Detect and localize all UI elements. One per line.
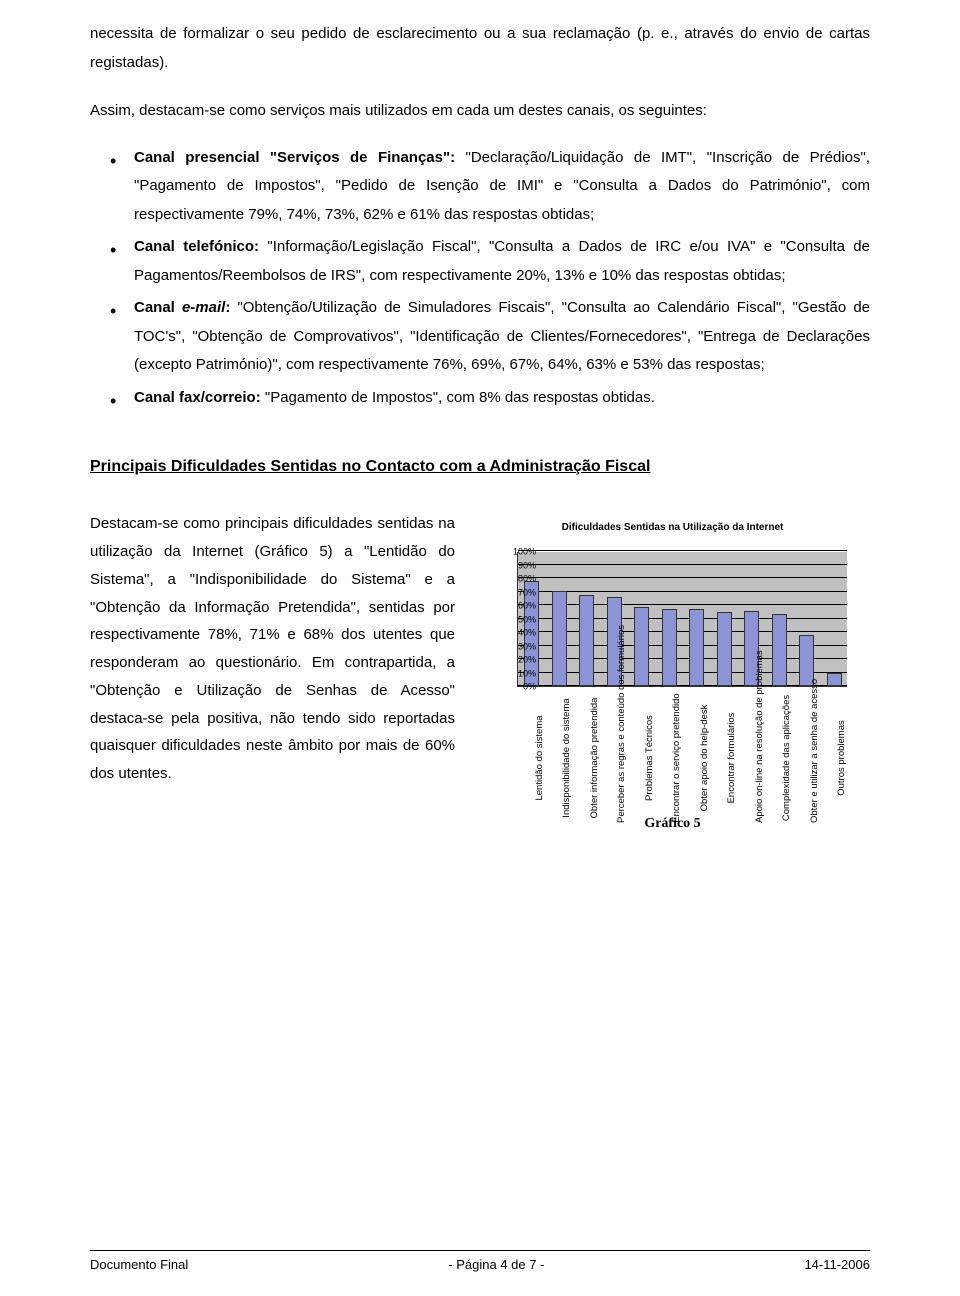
chart-bar <box>717 612 732 686</box>
bullet-text: "Obtenção/Utilização de Simuladores Fisc… <box>134 299 870 373</box>
chart-xlabel: Lentidão do sistema <box>535 693 546 823</box>
chart-bar <box>634 607 649 687</box>
list-item: Canal e-mail: "Obtenção/Utilização de Si… <box>110 294 870 380</box>
chart-xlabel: Complexidade das aplicações <box>782 693 793 823</box>
chart-xlabel: Apoio on-line na resolução de problemas <box>755 693 766 823</box>
chart-bar <box>579 595 594 687</box>
list-item: Canal presencial "Serviços de Finanças":… <box>110 144 870 230</box>
chart-xlabel: Encontrar o serviço pretendido <box>672 693 683 823</box>
bullet-em: e-mail <box>182 299 225 316</box>
chart-bar <box>772 614 787 687</box>
footer-left: Documento Final <box>90 1253 188 1278</box>
bullet-label: Canal presencial "Serviços de Finanças": <box>134 149 455 166</box>
chart-xlabel: Outros problemas <box>837 693 848 823</box>
intro-paragraph: Assim, destacam-se como serviços mais ut… <box>90 97 870 126</box>
chart-xlabel: Obter e utilizar a senha de acesso <box>810 693 821 823</box>
chart-xlabel: Obter apoio do help-desk <box>700 693 711 823</box>
chart-bar <box>552 591 567 687</box>
bullet-pre: Canal <box>134 299 182 316</box>
chart-xlabel: Encontrar formulários <box>727 693 738 823</box>
paragraph-1: necessita de formalizar o seu pedido de … <box>90 20 870 77</box>
footer-right: 14-11-2006 <box>804 1253 870 1278</box>
services-list: Canal presencial "Serviços de Finanças":… <box>90 144 870 413</box>
two-column-row: Destacam-se como principais dificuldades… <box>90 510 870 833</box>
chart-bar <box>827 673 842 687</box>
chart-xlabel: Obter informação pretendida <box>590 693 601 823</box>
left-text-column: Destacam-se como principais dificuldades… <box>90 510 455 788</box>
chart-bar <box>662 609 677 686</box>
chart-plot-area <box>517 552 847 687</box>
chart-ytick: 100% <box>513 544 536 561</box>
chart-title: Dificuldades Sentidas na Utilização da I… <box>475 518 870 537</box>
chart-xlabel: Perceber as regras e conteúdo dos formul… <box>617 693 628 823</box>
section-title: Principais Dificuldades Sentidas no Cont… <box>90 452 870 482</box>
bullet-label: Canal telefónico: <box>134 238 259 255</box>
chart-column: Dificuldades Sentidas na Utilização da I… <box>475 510 870 833</box>
page-footer: Documento Final - Página 4 de 7 - 14-11-… <box>90 1250 870 1278</box>
bullet-label: Canal fax/correio: <box>134 389 261 406</box>
chart-xlabel: Problemas Técnicos <box>645 693 656 823</box>
bullet-text: "Pagamento de Impostos", com 8% das resp… <box>261 389 655 406</box>
chart-caption: Gráfico 5 <box>475 811 870 838</box>
chart-container: Dificuldades Sentidas na Utilização da I… <box>475 518 870 833</box>
list-item: Canal telefónico: "Informação/Legislação… <box>110 233 870 290</box>
footer-center: - Página 4 de 7 - <box>448 1253 544 1278</box>
list-item: Canal fax/correio: "Pagamento de Imposto… <box>110 384 870 413</box>
chart-bar <box>689 609 704 686</box>
chart-xlabel: Indisponibilidade do sistema <box>562 693 573 823</box>
